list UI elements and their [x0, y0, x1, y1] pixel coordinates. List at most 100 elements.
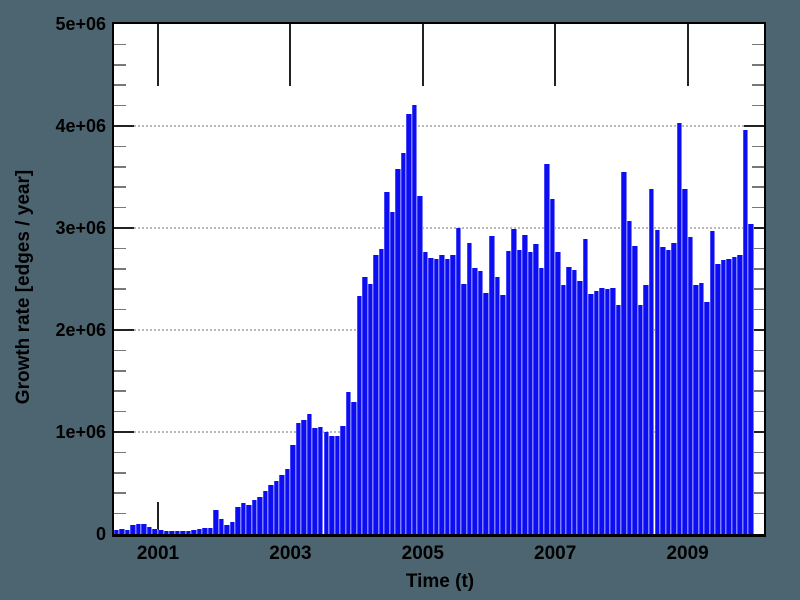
- bar: [500, 295, 506, 534]
- bar: [511, 229, 517, 534]
- bar: [306, 413, 313, 534]
- y-minor-tick: [114, 145, 126, 148]
- bar: [494, 276, 501, 534]
- y-minor-tick: [752, 472, 764, 474]
- bar: [290, 445, 296, 534]
- bar: [709, 231, 716, 534]
- y-minor-tick: [752, 512, 764, 515]
- x-tick-label: 2005: [401, 543, 444, 564]
- y-major-tick: [744, 329, 764, 331]
- bar: [384, 192, 390, 534]
- bar: [400, 152, 407, 534]
- bar: [317, 426, 324, 534]
- bar: [411, 104, 418, 534]
- bar: [406, 113, 412, 534]
- bar: [146, 526, 153, 534]
- y-minor-tick: [752, 268, 764, 270]
- bar: [593, 291, 600, 534]
- bar: [538, 267, 545, 534]
- bar: [588, 294, 594, 534]
- bar: [367, 284, 374, 534]
- bar: [229, 521, 236, 534]
- bar: [682, 189, 688, 534]
- bar: [615, 304, 622, 534]
- bar: [444, 258, 451, 534]
- x-tick-label: 2003: [269, 543, 312, 564]
- bar: [715, 263, 721, 534]
- bar: [555, 252, 561, 534]
- bar: [196, 528, 203, 534]
- x-axis-title: Time (t): [405, 571, 475, 592]
- bar: [340, 425, 346, 534]
- bar: [726, 258, 732, 534]
- y-minor-tick: [114, 451, 126, 454]
- bar: [130, 524, 136, 534]
- y-minor-tick: [114, 410, 126, 413]
- bar: [533, 244, 539, 534]
- bar: [235, 507, 241, 534]
- x-bottom-tick: [157, 502, 159, 534]
- bar: [119, 528, 125, 534]
- bar: [218, 519, 225, 534]
- bar: [262, 491, 269, 534]
- y-minor-tick: [752, 370, 764, 372]
- bar: [158, 529, 164, 534]
- bar: [224, 524, 230, 534]
- bar: [356, 296, 363, 534]
- y-minor-tick: [752, 308, 764, 311]
- y-tick-label: 3e+06: [55, 218, 106, 238]
- y-minor-tick: [752, 288, 764, 290]
- bar: [345, 392, 352, 534]
- bar: [455, 228, 462, 534]
- y-tick-label: 5e+06: [55, 14, 106, 34]
- bar: [284, 468, 291, 534]
- bar: [450, 254, 456, 534]
- bar: [610, 288, 616, 534]
- y-minor-tick: [752, 349, 764, 352]
- bar: [213, 509, 219, 534]
- bar: [604, 289, 611, 534]
- bar: [461, 284, 467, 534]
- bar: [687, 237, 694, 534]
- bar: [731, 256, 738, 534]
- y-major-tick: [114, 431, 134, 433]
- y-minor-tick: [114, 84, 126, 86]
- bar: [693, 285, 699, 534]
- y-minor-tick: [114, 288, 126, 290]
- bar: [378, 249, 385, 534]
- gridline: [114, 125, 764, 127]
- bar: [389, 211, 396, 534]
- bar: [329, 436, 335, 534]
- bar: [737, 254, 743, 534]
- bar: [433, 258, 440, 534]
- y-tick-label: 2e+06: [55, 320, 106, 340]
- bar: [466, 243, 473, 534]
- plot-area: [112, 22, 766, 537]
- bar: [665, 250, 672, 534]
- y-minor-tick: [752, 166, 764, 168]
- bar: [621, 171, 627, 534]
- bar: [660, 247, 666, 534]
- bar: [643, 285, 649, 534]
- bar: [748, 223, 754, 534]
- x-top-tick: [554, 24, 557, 86]
- x-top-tick: [157, 24, 159, 86]
- y-minor-tick: [752, 145, 764, 148]
- y-minor-tick: [752, 451, 764, 454]
- y-minor-tick: [114, 370, 126, 372]
- bar: [163, 530, 170, 534]
- bar: [417, 196, 423, 534]
- bar: [549, 199, 556, 534]
- bar: [141, 523, 147, 534]
- y-axis-title: Growth rate [edges / year]: [13, 169, 34, 405]
- bar: [704, 302, 710, 534]
- bar: [676, 122, 683, 534]
- bar: [422, 252, 429, 534]
- y-tick-label: 4e+06: [55, 116, 106, 136]
- y-minor-tick: [114, 166, 126, 168]
- bar: [207, 527, 214, 534]
- y-minor-tick: [752, 410, 764, 413]
- y-minor-tick: [114, 512, 126, 515]
- y-minor-tick: [752, 104, 764, 107]
